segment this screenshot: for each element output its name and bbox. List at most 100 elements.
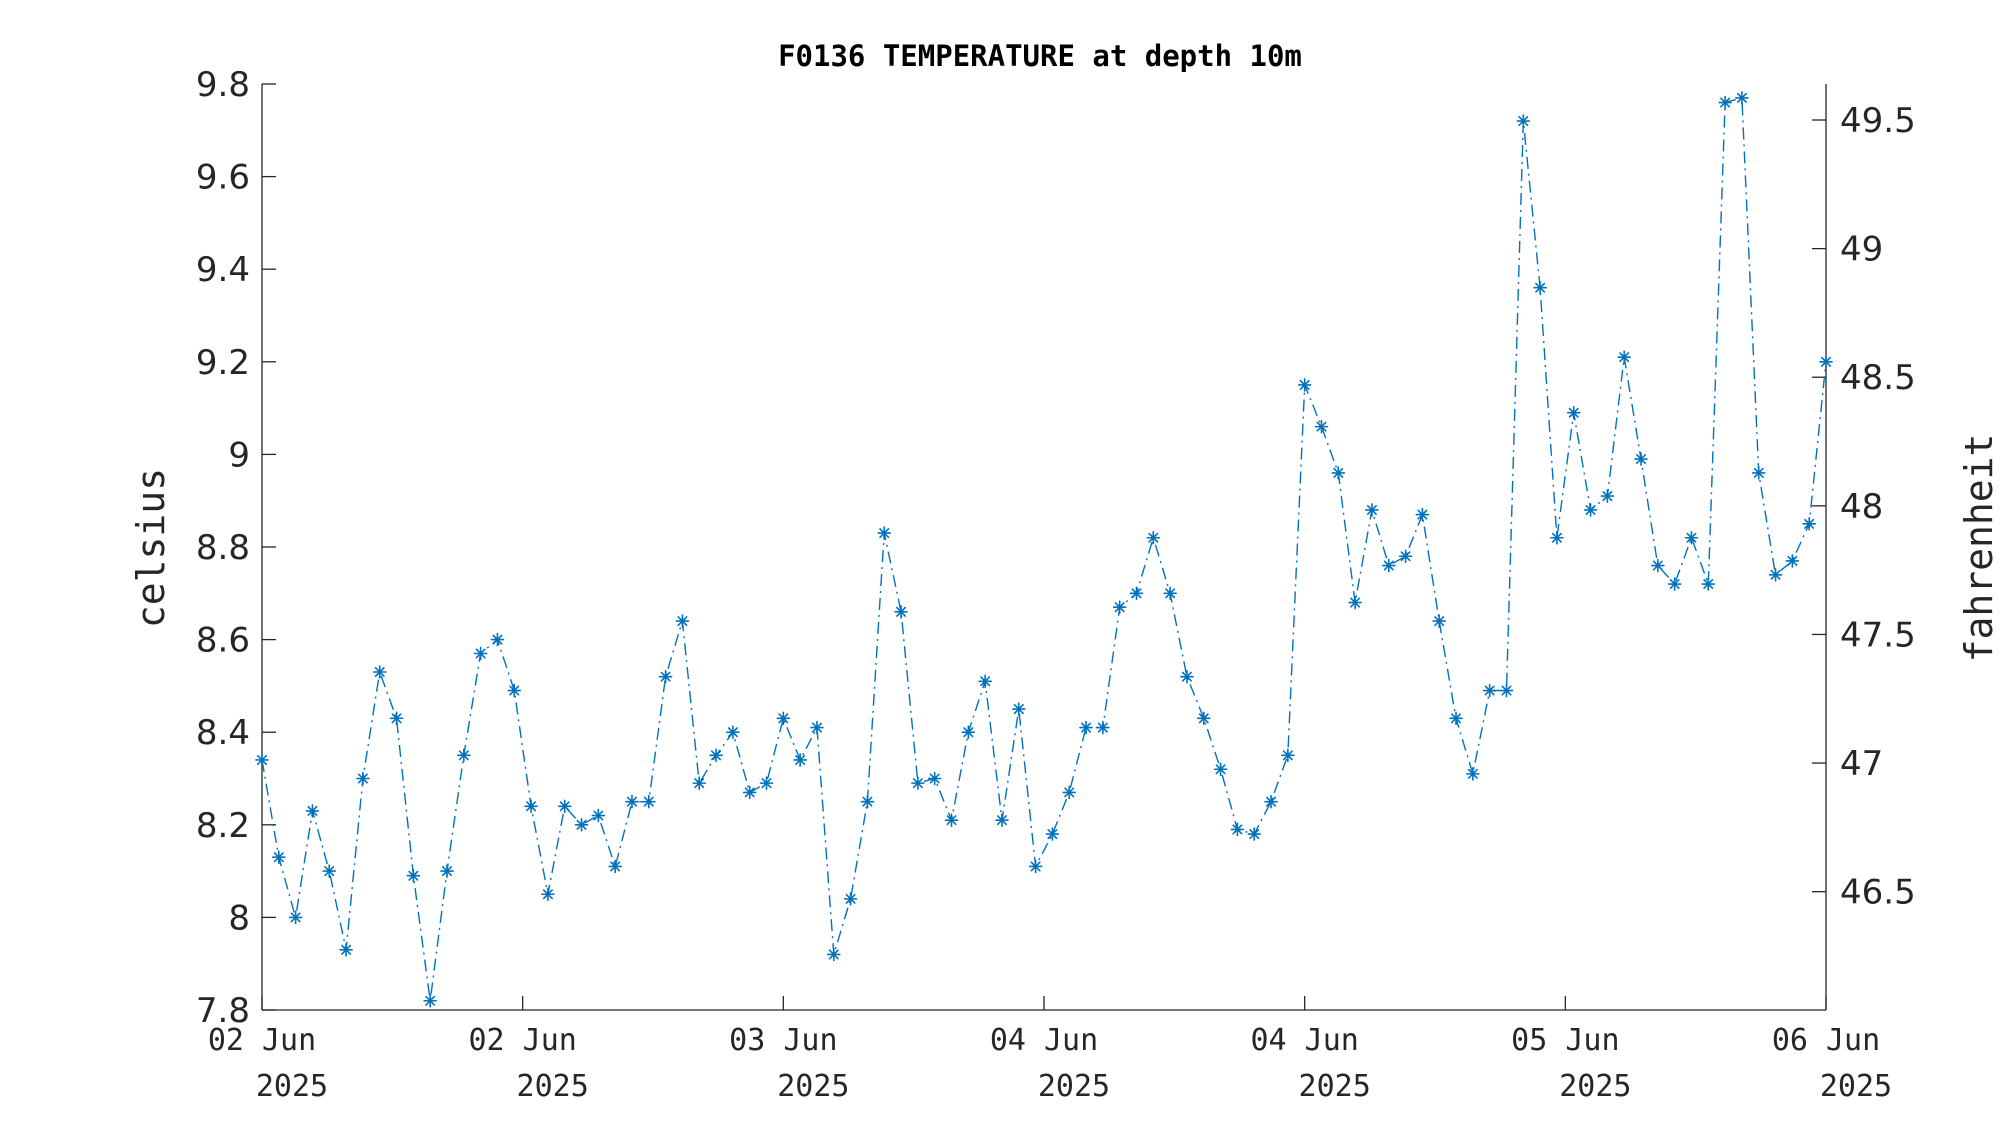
data-point: [1230, 822, 1245, 837]
data-point: [1213, 762, 1228, 777]
data-point: [1314, 419, 1329, 434]
data-point: [372, 665, 387, 679]
data-point: [1684, 530, 1699, 545]
data-point: [944, 813, 959, 827]
y-tick-label: 9.8: [196, 65, 250, 105]
data-point: [356, 771, 370, 786]
data-point: [389, 711, 404, 726]
data-point: [1516, 114, 1531, 128]
data-point: [1062, 785, 1077, 800]
data-point: [473, 646, 488, 661]
data-point: [1028, 859, 1043, 874]
right-y-tick-label: 47.5: [1840, 615, 1916, 655]
data-point: [541, 887, 555, 902]
data-point: [1566, 405, 1581, 420]
x-tick-label-year: 2025: [517, 1069, 589, 1104]
data-point: [1432, 614, 1447, 628]
y-tick-label: 8.8: [196, 528, 250, 568]
x-tick-label-date: 04 Jun: [1250, 1023, 1358, 1058]
data-point: [322, 864, 337, 878]
data-point: [1096, 720, 1110, 735]
data-point: [1196, 711, 1211, 726]
data-point: [978, 674, 992, 689]
x-tick-label-date: 02 Jun: [468, 1023, 576, 1058]
x-tick-label-year: 2025: [1299, 1069, 1371, 1104]
data-point: [995, 813, 1009, 827]
x-tick-label-date: 06 Jun: [1772, 1023, 1880, 1058]
data-point: [894, 605, 908, 619]
data-point: [255, 753, 269, 767]
data-point: [1583, 503, 1598, 517]
data-point: [1180, 669, 1194, 684]
data-point: [911, 776, 925, 790]
y-tick-label: 7.8: [196, 991, 250, 1031]
x-tick-label-year: 2025: [1038, 1069, 1110, 1104]
data-point: [793, 753, 807, 767]
y-tick-label: 9.6: [196, 158, 250, 198]
data-point: [1045, 827, 1060, 841]
right-y-ticks: 46.5 47 47.5 48 48.5 49 49.5: [1812, 101, 1916, 913]
data-point: [675, 614, 690, 628]
data-point: [574, 817, 589, 832]
data-point: [759, 776, 774, 790]
data-point: [1785, 554, 1800, 568]
data-point: [1129, 586, 1144, 601]
data-point: [1331, 466, 1346, 480]
data-point: [457, 748, 471, 763]
x-tick-label-year: 2025: [1559, 1069, 1631, 1104]
data-point: [843, 892, 858, 906]
data-point: [490, 632, 505, 647]
data-point: [1617, 350, 1631, 364]
data-point: [440, 864, 454, 878]
data-point: [1466, 767, 1480, 781]
y-tick-label: 9.4: [196, 250, 250, 290]
y-tick-label: 9: [228, 435, 250, 475]
data-point: [860, 794, 875, 809]
data-point: [1112, 600, 1127, 614]
data-point: [625, 794, 639, 809]
data-point: [557, 799, 572, 814]
y-tick-label: 8: [228, 898, 250, 938]
data-point: [1550, 530, 1564, 545]
data-point: [339, 943, 353, 957]
data-point: [658, 669, 673, 684]
data-point: [1398, 549, 1413, 564]
data-point: [1718, 95, 1732, 110]
data-point: [1348, 595, 1362, 610]
data-point: [524, 799, 538, 814]
data-point: [305, 804, 320, 818]
data-point: [1735, 91, 1749, 105]
data-point: [406, 868, 421, 883]
data-point: [1651, 558, 1665, 573]
right-y-tick-label: 48.5: [1840, 358, 1916, 398]
data-point: [288, 910, 303, 925]
data-point: [507, 683, 522, 698]
x-tick-label-date: 05 Jun: [1511, 1023, 1619, 1058]
data-point: [1381, 558, 1396, 573]
series-line: [261, 96, 1827, 1001]
right-y-tick-label: 47: [1840, 744, 1883, 784]
data-point: [641, 794, 656, 809]
data-point: [742, 785, 757, 800]
data-point: [776, 711, 791, 726]
data-point: [1079, 720, 1093, 735]
data-point: [1667, 577, 1682, 591]
x-tick-label-date: 03 Jun: [729, 1023, 837, 1058]
data-point: [1819, 354, 1833, 369]
data-point: [1415, 507, 1430, 522]
data-point: [1768, 567, 1783, 582]
x-tick-label-date: 02 Jun: [208, 1023, 316, 1058]
data-point: [877, 526, 892, 540]
right-y-tick-label: 46.5: [1840, 873, 1916, 913]
data-point: [1146, 530, 1161, 545]
x-tick-label-year: 2025: [777, 1069, 849, 1104]
data-point: [1163, 586, 1177, 601]
left-y-ticks: 7.8 8 8.2 8.4 8.6 8.8 9 9.2 9.4 9.6 9.8: [196, 65, 276, 1031]
x-tick-label-year: 2025: [256, 1069, 328, 1104]
data-point: [1281, 748, 1295, 763]
y-tick-label: 9.2: [196, 343, 250, 383]
data-point: [709, 748, 723, 763]
data-point: [692, 776, 707, 790]
data-point: [1264, 794, 1278, 809]
